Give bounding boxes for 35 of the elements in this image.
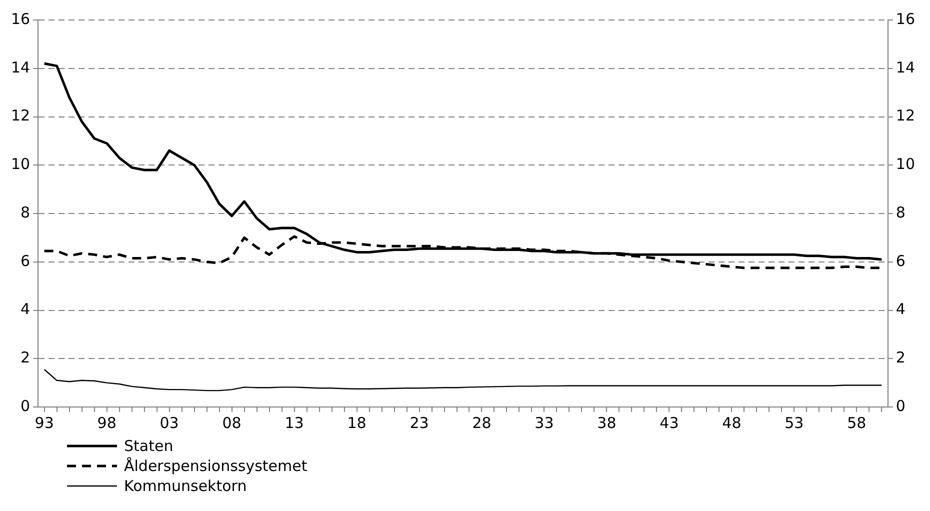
y2-tick-label: 12: [896, 106, 916, 125]
x-tick-label: 03: [160, 414, 179, 432]
y-tick-label: 14: [10, 58, 30, 76]
x-tick-label: 08: [222, 414, 242, 432]
x-tick-label: 98: [97, 414, 116, 432]
y2-tick-label: 8: [896, 203, 906, 222]
y-tick-label: 10: [10, 155, 30, 174]
y-tick-label: 16: [10, 10, 30, 28]
x-tick-label: 28: [472, 414, 492, 432]
x-tick-label: 18: [347, 414, 366, 432]
y2-tick-label: 14: [896, 58, 916, 76]
y2-tick-label: 6: [896, 252, 906, 270]
y-tick-label: 0: [20, 396, 30, 415]
x-tick-label: 43: [660, 414, 679, 432]
legend-label: Kommunsektorn: [124, 476, 247, 496]
y-tick-label: 4: [20, 300, 30, 318]
x-tick-label: 13: [284, 414, 304, 432]
x-tick-label: 48: [722, 414, 742, 432]
legend-label: Ålderspensionssystemet: [124, 456, 308, 476]
x-tick-label: 23: [410, 414, 429, 432]
x-tick-label: 33: [534, 414, 554, 432]
y-tick-label: 8: [20, 203, 30, 222]
x-tick-label: 38: [597, 414, 616, 432]
y2-tick-label: 4: [896, 300, 906, 318]
x-tick-label: 93: [34, 414, 54, 432]
x-tick-label: 53: [784, 414, 804, 432]
x-tick-label: 58: [847, 414, 866, 432]
y-tick-label: 12: [10, 106, 30, 125]
y2-tick-label: 10: [896, 155, 916, 174]
y-tick-label: 2: [20, 348, 30, 367]
y2-tick-label: 16: [896, 10, 916, 28]
y-tick-label: 6: [20, 252, 30, 270]
legend-label: Staten: [124, 436, 174, 456]
y2-tick-label: 2: [896, 348, 906, 367]
y2-tick-label: 0: [896, 396, 906, 415]
